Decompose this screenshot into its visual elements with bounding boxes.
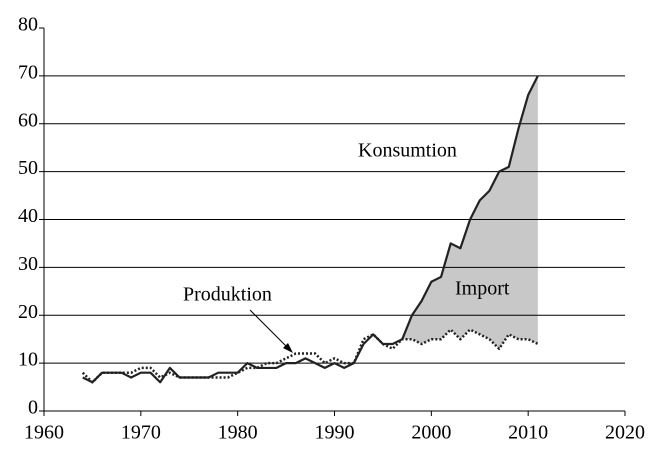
x-tick-label: 1960 bbox=[24, 422, 64, 444]
x-tick-label: 2000 bbox=[411, 422, 451, 444]
y-tick-label: 70 bbox=[18, 61, 38, 83]
fill-label: Import bbox=[455, 278, 510, 300]
y-tick-label: 0 bbox=[28, 397, 38, 419]
x-tick-label: 1970 bbox=[121, 422, 161, 444]
series-label: Produktion bbox=[183, 284, 272, 306]
x-tick-label: 2010 bbox=[508, 422, 548, 444]
arrow-head bbox=[283, 343, 293, 353]
y-tick-label: 10 bbox=[18, 349, 38, 371]
series-line bbox=[82, 75, 539, 384]
x-tick-label: 1990 bbox=[315, 422, 355, 444]
series-label: Konsumtion bbox=[358, 140, 457, 162]
y-tick-label: 20 bbox=[18, 301, 38, 323]
import-area bbox=[402, 75, 538, 349]
x-tick-label: 2020 bbox=[605, 422, 645, 444]
y-tick-label: 40 bbox=[18, 205, 38, 227]
x-tick-label: 1980 bbox=[218, 422, 258, 444]
series-line bbox=[81, 328, 539, 384]
y-tick-label: 30 bbox=[18, 253, 38, 275]
y-tick-label: 60 bbox=[18, 109, 38, 131]
y-tick-label: 80 bbox=[18, 14, 38, 36]
arrow bbox=[249, 309, 291, 351]
y-tick-label: 50 bbox=[18, 157, 38, 179]
